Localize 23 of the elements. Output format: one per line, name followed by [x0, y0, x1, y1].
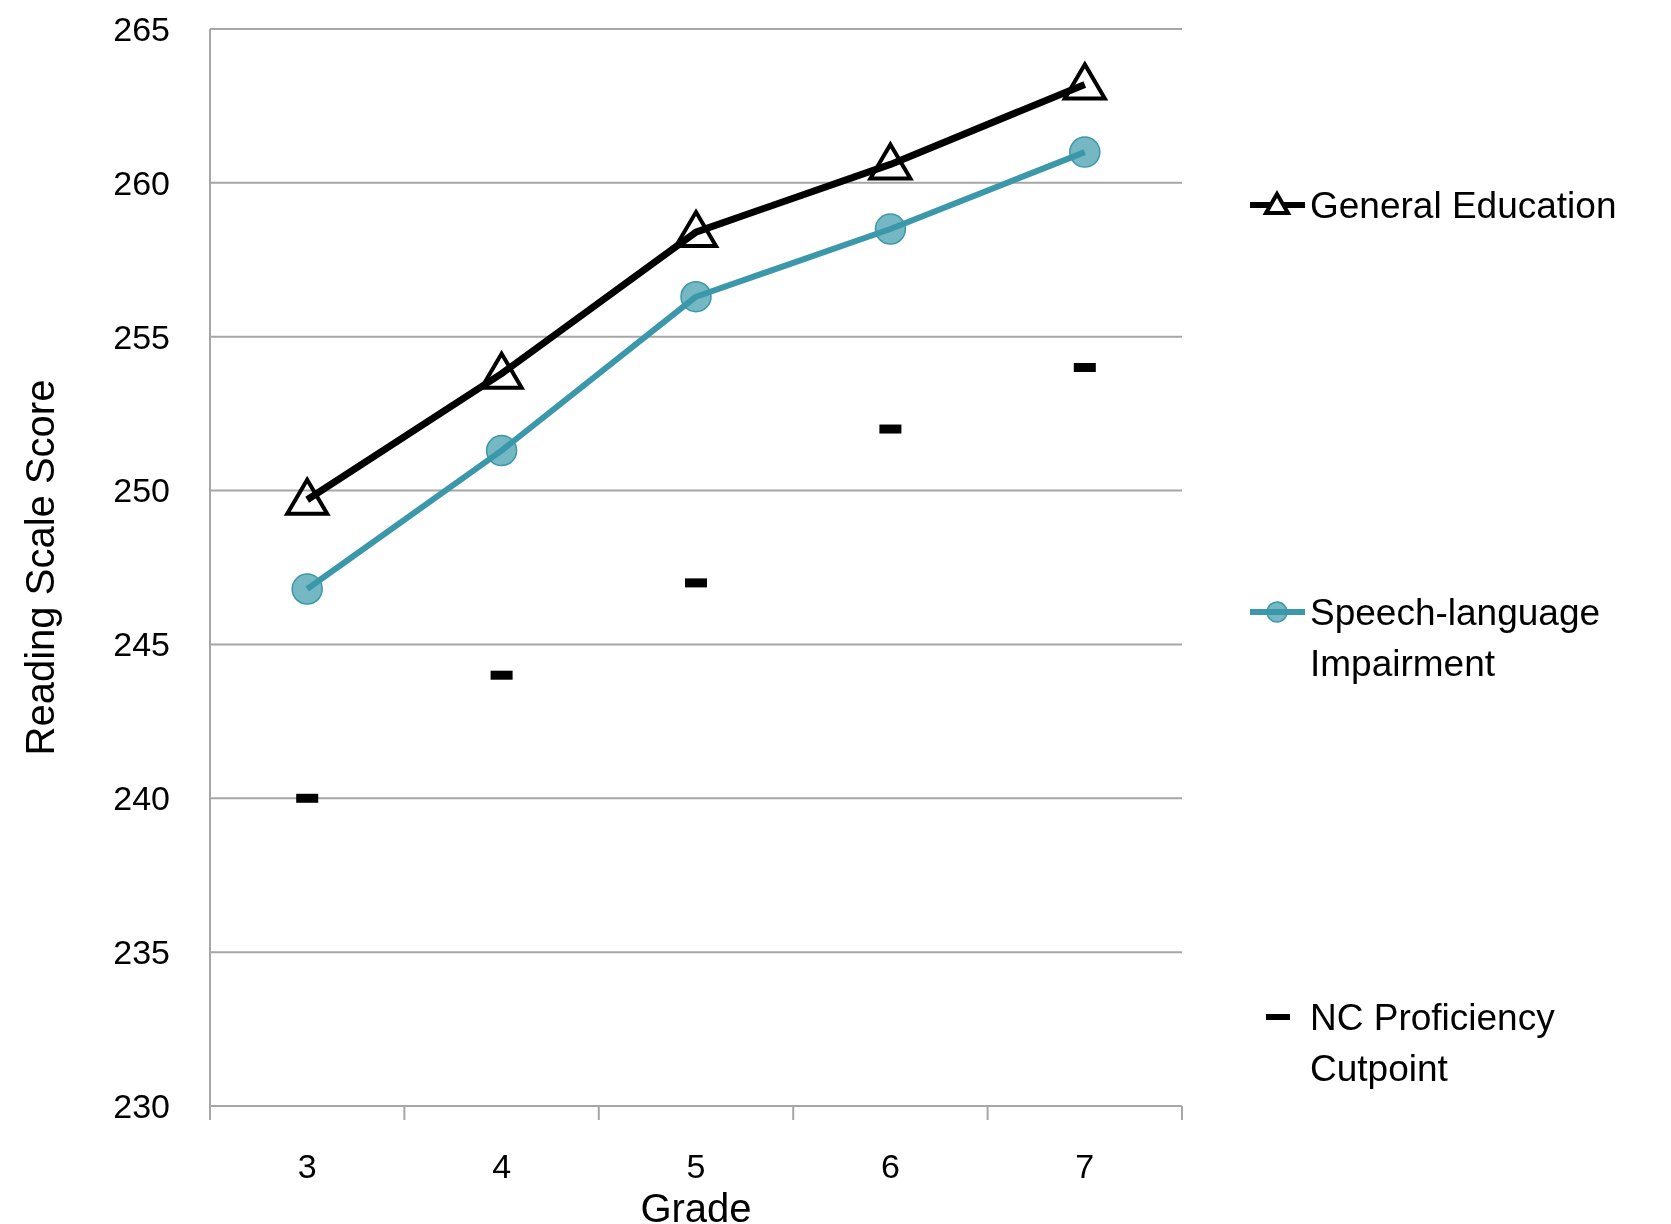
y-axis-title: Reading Scale Score	[18, 379, 62, 756]
y-tick-label: 265	[113, 9, 170, 48]
point	[291, 573, 323, 605]
x-tick-label: 4	[492, 1147, 512, 1185]
legend-label: General Education	[1310, 184, 1617, 226]
y-tick-label: 255	[113, 317, 170, 356]
y-tick-label: 245	[113, 625, 170, 664]
legend-label: NC Proficiency Cutpoint	[1310, 996, 1556, 1089]
y-tick-label: 235	[113, 933, 170, 972]
x-tick-label: 6	[880, 1147, 900, 1185]
point	[680, 280, 712, 313]
x-tick-label: 7	[1075, 1147, 1095, 1185]
point	[874, 213, 907, 245]
y-tick-label: 250	[113, 471, 170, 510]
y-tick-label: 260	[113, 163, 170, 202]
y-tick-label: 240	[113, 779, 170, 818]
legend-label: Speech-language Impairment	[1310, 591, 1601, 684]
x-axis-title: Grade	[640, 1186, 752, 1224]
x-tick-label: 5	[686, 1147, 706, 1185]
x-tick-label: 3	[297, 1147, 317, 1185]
point	[485, 434, 518, 467]
y-tick-label: 230	[113, 1086, 170, 1125]
point	[1069, 136, 1101, 168]
